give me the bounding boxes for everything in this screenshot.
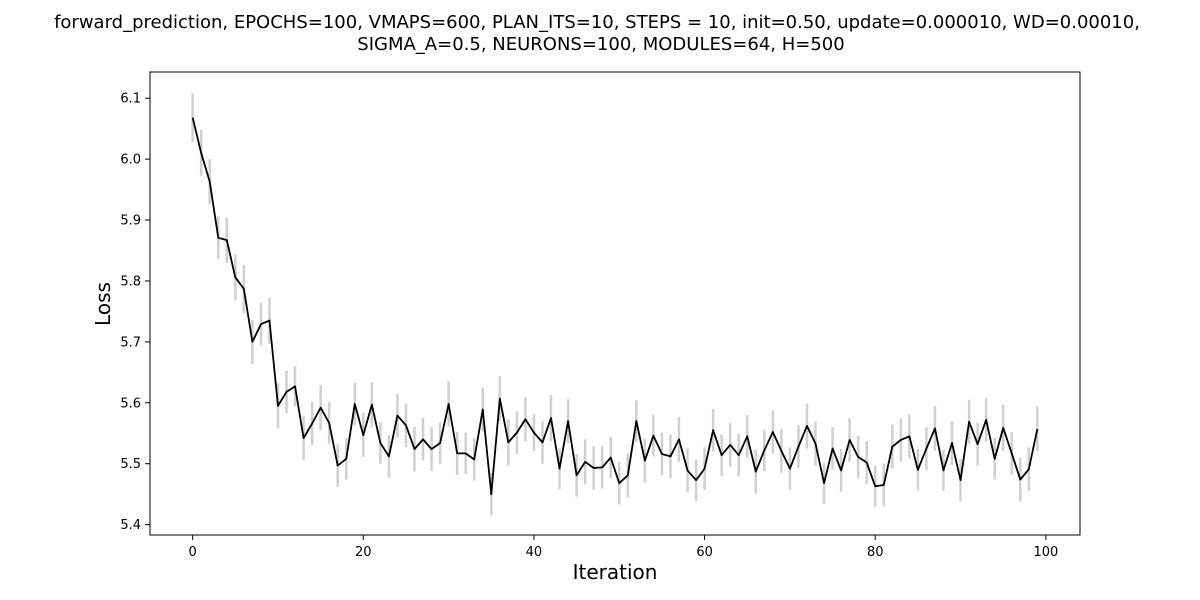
y-tick-label: 5.8	[120, 274, 141, 289]
axes: 0 20 40 60 80 100 5.4 5.5 5.6 5.7 5.8 5.9 6.0 6.1	[120, 71, 1081, 560]
chart-title-line-1: forward_prediction, EPOCHS=100, VMAPS=60…	[54, 12, 1140, 33]
plot-frame	[149, 71, 1081, 536]
series-group	[191, 117, 1039, 496]
y-tick-label: 5.7	[120, 335, 141, 350]
error-bars	[191, 93, 1039, 516]
x-tick-label: 80	[867, 545, 884, 560]
y-tick-label: 6.1	[120, 92, 141, 107]
y-tick-label: 6.0	[120, 153, 141, 168]
x-tick-label: 40	[526, 545, 543, 560]
y-tick-label: 5.5	[120, 457, 141, 472]
y-tick-label: 5.9	[120, 214, 141, 229]
y-tick-label: 5.6	[120, 396, 141, 411]
x-tick-label: 100	[1033, 545, 1058, 560]
x-tick-label: 0	[189, 545, 197, 560]
y-axis-label: Loss	[91, 282, 115, 326]
y-tick-label: 5.4	[120, 518, 141, 533]
loss-line	[191, 117, 1039, 496]
chart-title-line-2: SIGMA_A=0.5, NEURONS=100, MODULES=64, H=…	[357, 34, 844, 55]
x-tick-label: 60	[696, 545, 713, 560]
x-tick-label: 20	[355, 545, 372, 560]
x-axis-label: Iteration	[573, 560, 658, 584]
